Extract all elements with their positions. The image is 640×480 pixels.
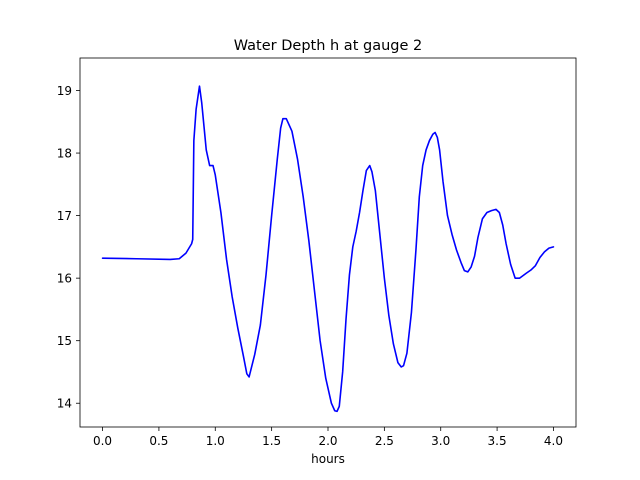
chart-title: Water Depth h at gauge 2 — [234, 38, 422, 54]
x-tick-label: 3.0 — [431, 434, 450, 448]
x-axis: 0.0 0.5 1.0 1.5 2.0 2.5 3.0 3.5 4.0 — [93, 427, 563, 448]
x-tick-label: 3.5 — [488, 434, 507, 448]
x-tick-label: 4.0 — [544, 434, 563, 448]
x-tick-label: 2.5 — [375, 434, 394, 448]
plot-area — [101, 85, 555, 413]
y-tick-label: 17 — [57, 209, 72, 223]
x-tick-label: 1.5 — [262, 434, 281, 448]
x-tick-label: 0.0 — [93, 434, 112, 448]
y-tick-label: 14 — [57, 397, 72, 411]
y-tick-label: 15 — [57, 334, 72, 348]
y-axis: 14 15 16 17 18 19 — [57, 84, 80, 411]
series-line-1 — [101, 85, 555, 413]
x-tick-label: 2.0 — [318, 434, 337, 448]
y-tick-label: 18 — [57, 147, 72, 161]
x-axis-label: hours — [311, 452, 345, 466]
y-tick-label: 19 — [57, 84, 72, 98]
y-tick-label: 16 — [57, 272, 72, 286]
x-tick-label: 0.5 — [149, 434, 168, 448]
x-tick-label: 1.0 — [206, 434, 225, 448]
